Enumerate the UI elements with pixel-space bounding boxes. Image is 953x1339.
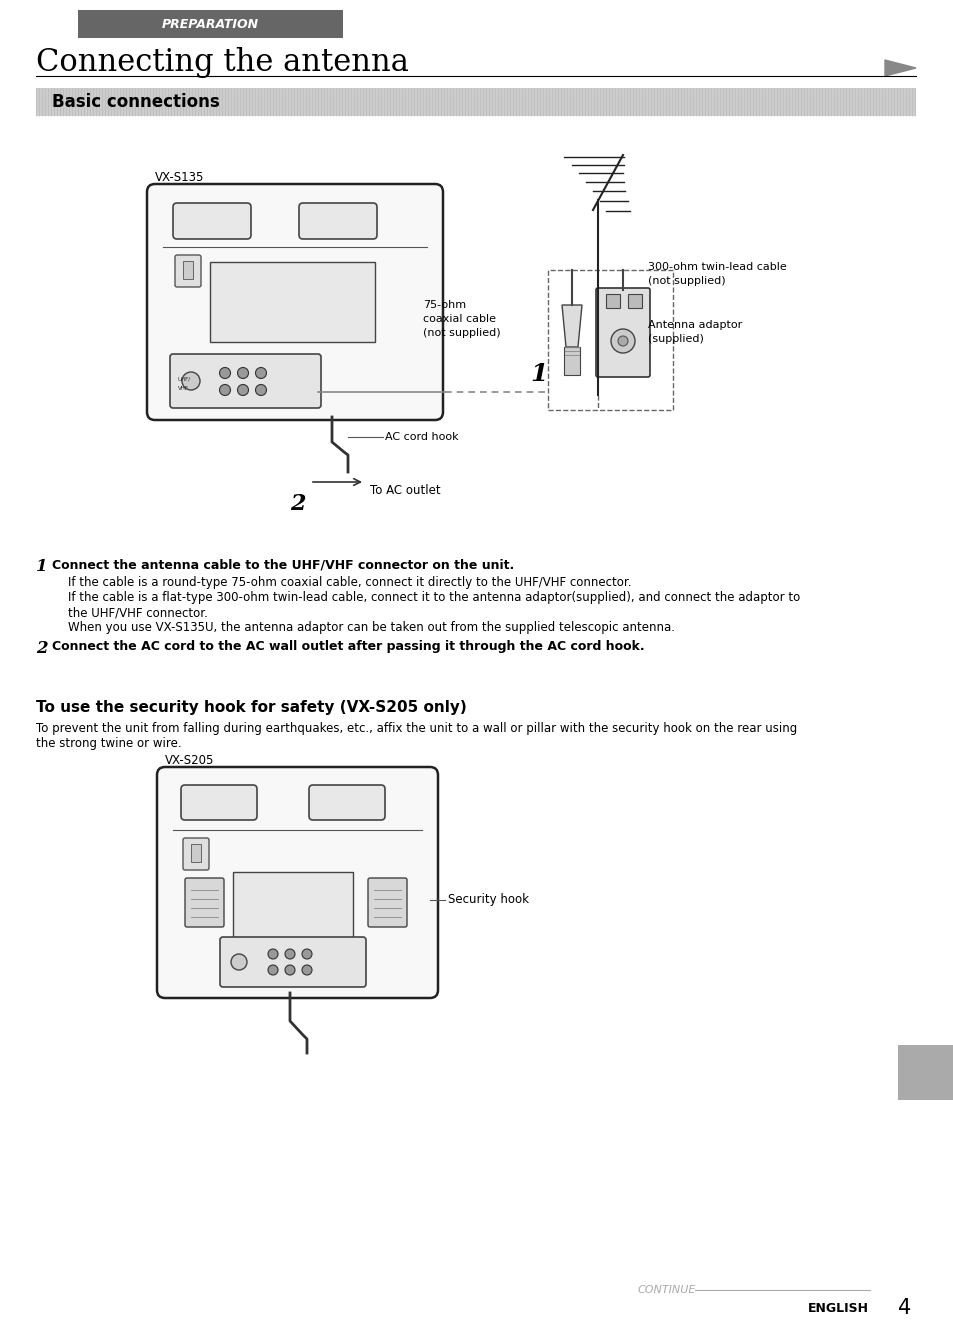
Text: 1: 1 — [36, 558, 48, 574]
Circle shape — [255, 384, 266, 395]
Text: AC cord hook: AC cord hook — [385, 432, 458, 442]
Circle shape — [237, 384, 248, 395]
Text: UHF/: UHF/ — [178, 376, 191, 382]
Circle shape — [268, 965, 277, 975]
Circle shape — [302, 949, 312, 959]
Bar — [605, 295, 619, 308]
Text: Antenna adaptor
(supplied): Antenna adaptor (supplied) — [647, 320, 741, 344]
Text: Security hook: Security hook — [448, 893, 529, 907]
Bar — [36, 88, 915, 116]
Circle shape — [237, 367, 248, 379]
Polygon shape — [561, 305, 581, 347]
Text: 1: 1 — [530, 362, 547, 386]
Text: Connect the antenna cable to the UHF/VHF connector on the unit.: Connect the antenna cable to the UHF/VHF… — [52, 558, 514, 570]
Text: Connecting the antenna: Connecting the antenna — [36, 47, 409, 78]
FancyBboxPatch shape — [368, 878, 407, 927]
Circle shape — [618, 336, 627, 345]
Circle shape — [285, 949, 294, 959]
Circle shape — [302, 965, 312, 975]
Bar — [78, 9, 343, 37]
Text: Connect the AC cord to the AC wall outlet after passing it through the AC cord h: Connect the AC cord to the AC wall outle… — [52, 640, 644, 653]
Bar — [563, 347, 579, 375]
Bar — [191, 844, 201, 862]
FancyBboxPatch shape — [181, 785, 256, 819]
Bar — [183, 261, 193, 279]
Text: the strong twine or wire.: the strong twine or wire. — [36, 736, 181, 750]
Bar — [627, 295, 641, 308]
Circle shape — [255, 367, 266, 379]
Text: VX-S135: VX-S135 — [154, 171, 204, 183]
FancyBboxPatch shape — [298, 204, 376, 238]
Circle shape — [219, 367, 231, 379]
Text: To AC outlet: To AC outlet — [370, 483, 440, 497]
Text: ENGLISH: ENGLISH — [807, 1302, 868, 1315]
Text: PREPARATION: PREPARATION — [162, 17, 259, 31]
Bar — [547, 270, 672, 410]
Circle shape — [268, 949, 277, 959]
Text: 4: 4 — [897, 1297, 910, 1318]
FancyBboxPatch shape — [170, 353, 320, 408]
Text: VHF: VHF — [178, 387, 189, 391]
Circle shape — [182, 372, 200, 390]
Text: To prevent the unit from falling during earthquakes, etc., affix the unit to a w: To prevent the unit from falling during … — [36, 722, 797, 735]
Text: VX-S205: VX-S205 — [165, 754, 214, 767]
Text: 2: 2 — [290, 493, 305, 516]
FancyBboxPatch shape — [309, 785, 385, 819]
FancyBboxPatch shape — [174, 254, 201, 287]
Text: If the cable is a flat-type 300-ohm twin-lead cable, connect it to the antenna a: If the cable is a flat-type 300-ohm twin… — [68, 590, 800, 604]
Text: To use the security hook for safety (VX-S205 only): To use the security hook for safety (VX-… — [36, 700, 466, 715]
Bar — [233, 872, 353, 952]
FancyBboxPatch shape — [596, 288, 649, 378]
Circle shape — [285, 965, 294, 975]
Bar — [210, 262, 375, 341]
FancyBboxPatch shape — [185, 878, 224, 927]
Text: 2: 2 — [36, 640, 48, 657]
FancyBboxPatch shape — [172, 204, 251, 238]
Text: 300-ohm twin-lead cable
(not supplied): 300-ohm twin-lead cable (not supplied) — [647, 262, 786, 287]
Text: CONTINUE: CONTINUE — [638, 1285, 696, 1295]
Polygon shape — [884, 60, 915, 76]
Text: If the cable is a round-type 75-ohm coaxial cable, connect it directly to the UH: If the cable is a round-type 75-ohm coax… — [68, 576, 631, 589]
FancyBboxPatch shape — [220, 937, 366, 987]
FancyBboxPatch shape — [147, 183, 442, 420]
Text: 75-ohm
coaxial cable
(not supplied): 75-ohm coaxial cable (not supplied) — [422, 300, 500, 337]
Bar — [897, 1044, 953, 1101]
FancyBboxPatch shape — [183, 838, 209, 870]
Text: the UHF/VHF connector.: the UHF/VHF connector. — [68, 607, 208, 619]
Text: Basic connections: Basic connections — [52, 92, 219, 111]
FancyBboxPatch shape — [157, 767, 437, 998]
Text: When you use VX-S135U, the antenna adaptor can be taken out from the supplied te: When you use VX-S135U, the antenna adapt… — [68, 621, 675, 633]
Circle shape — [219, 384, 231, 395]
Circle shape — [610, 329, 635, 353]
Circle shape — [231, 953, 247, 969]
